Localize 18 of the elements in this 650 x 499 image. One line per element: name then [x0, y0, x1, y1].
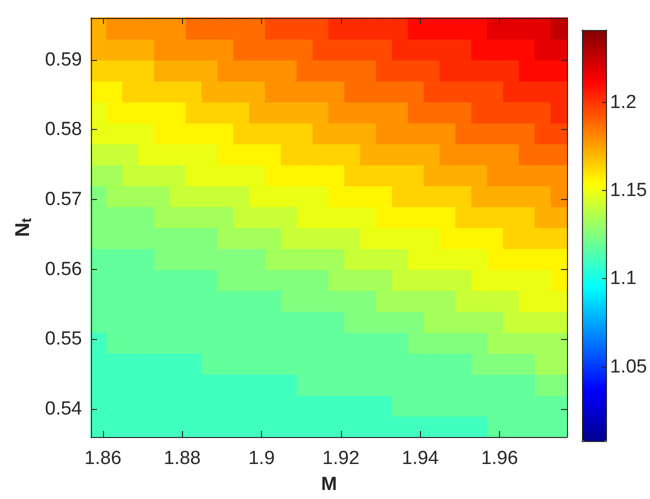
x-tick-label: 1.86 [84, 448, 122, 469]
y-axis-title: Nt [12, 218, 34, 238]
color-bar-label: 1.15 [610, 180, 648, 202]
y-tick-label: 0.54 [45, 398, 82, 420]
x-tick-label: 1.9 [248, 448, 275, 469]
x-tick-label: 1.94 [402, 448, 440, 469]
x-tick-label: 1.96 [481, 448, 518, 469]
y-tick-label: 0.57 [45, 189, 82, 210]
color-bar-label: 1.05 [610, 356, 648, 378]
color-bar-label: 1.2 [610, 92, 636, 113]
y-tick-label: 0.58 [45, 119, 82, 140]
y-tick-label: 0.55 [45, 328, 82, 350]
y-tick-label: 0.59 [45, 49, 82, 70]
x-axis-title: M [321, 474, 337, 495]
x-tick-label: 1.92 [322, 448, 360, 469]
y-tick-label: 0.56 [45, 258, 82, 280]
x-tick-label: 1.88 [164, 448, 201, 469]
color-bar-label: 1.1 [610, 268, 636, 290]
